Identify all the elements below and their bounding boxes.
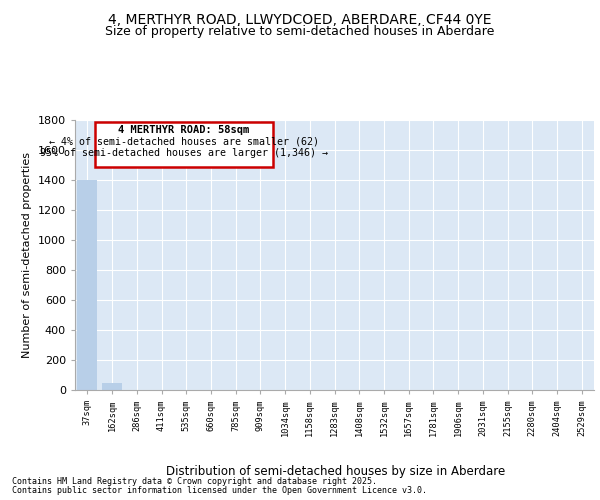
Bar [77,180,97,390]
Text: Size of property relative to semi-detached houses in Aberdare: Size of property relative to semi-detach… [106,25,494,38]
Text: Distribution of semi-detached houses by size in Aberdare: Distribution of semi-detached houses by … [166,464,506,477]
Text: ← 4% of semi-detached houses are smaller (62): ← 4% of semi-detached houses are smaller… [49,136,319,146]
Bar [102,382,122,390]
Text: 4, MERTHYR ROAD, LLWYDCOED, ABERDARE, CF44 0YE: 4, MERTHYR ROAD, LLWYDCOED, ABERDARE, CF… [108,12,492,26]
Text: Contains public sector information licensed under the Open Government Licence v3: Contains public sector information licen… [12,486,427,495]
Text: 95% of semi-detached houses are larger (1,346) →: 95% of semi-detached houses are larger (… [40,148,328,158]
Text: Contains HM Land Registry data © Crown copyright and database right 2025.: Contains HM Land Registry data © Crown c… [12,477,377,486]
Y-axis label: Number of semi-detached properties: Number of semi-detached properties [22,152,32,358]
Text: 4 MERTHYR ROAD: 58sqm: 4 MERTHYR ROAD: 58sqm [118,125,250,135]
Bar [95,122,273,166]
